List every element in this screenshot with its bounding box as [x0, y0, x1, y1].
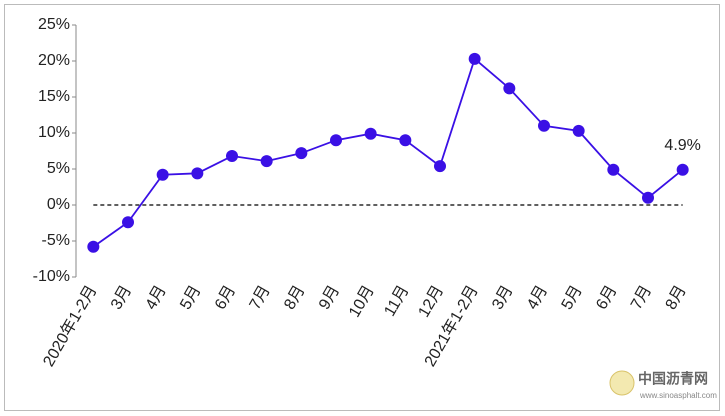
- data-point: [364, 127, 377, 140]
- data-point: [399, 134, 412, 147]
- data-point: [468, 52, 481, 65]
- watermark-url: www.sinoasphalt.com: [639, 391, 717, 400]
- data-point: [191, 167, 204, 180]
- y-tick-label: 25%: [38, 16, 70, 33]
- y-tick-label: 15%: [38, 88, 70, 105]
- watermark-logo: [609, 370, 635, 396]
- y-tick-label: 0%: [47, 196, 70, 213]
- data-point: [434, 160, 446, 173]
- data-point: [642, 191, 654, 204]
- data-point: [260, 155, 273, 168]
- data-point: [330, 134, 342, 147]
- data-point: [87, 240, 100, 253]
- data-point: [503, 82, 516, 95]
- data-point: [572, 124, 585, 137]
- y-tick-label: 20%: [38, 52, 70, 69]
- data-point: [295, 147, 308, 160]
- watermark-name: 中国沥青网: [638, 371, 708, 387]
- data-point: [676, 163, 689, 176]
- frame: [4, 4, 720, 411]
- data-point: [607, 163, 620, 176]
- y-tick-label: 5%: [47, 160, 70, 177]
- data-point: [122, 216, 134, 229]
- y-tick-label: 10%: [38, 124, 70, 141]
- y-tick-label: -5%: [42, 232, 70, 249]
- value-label: 4.9%: [664, 137, 700, 154]
- y-tick-label: -10%: [33, 268, 70, 285]
- data-point: [156, 168, 169, 181]
- data-point: [538, 119, 550, 132]
- data-point: [226, 150, 238, 163]
